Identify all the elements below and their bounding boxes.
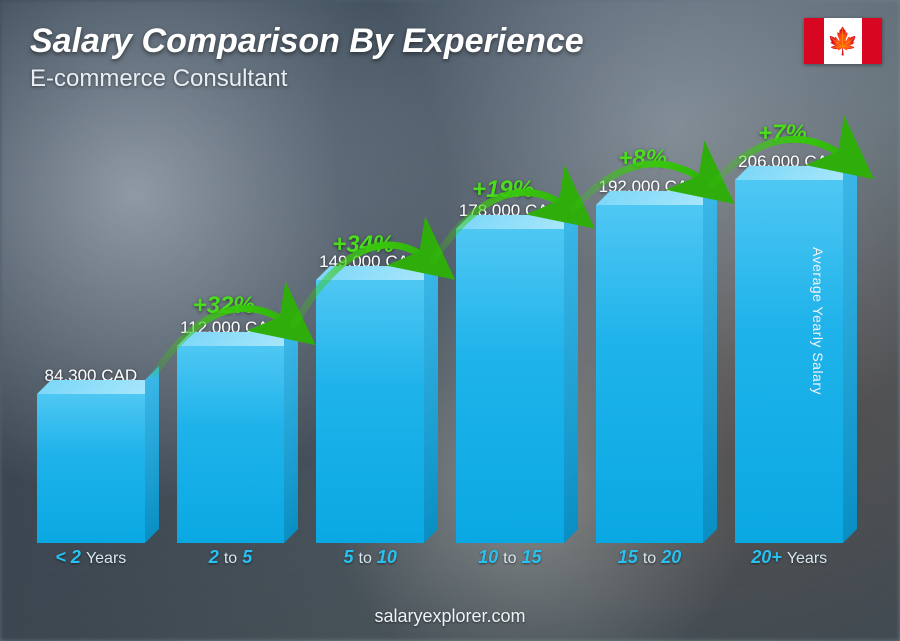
bar bbox=[177, 346, 285, 543]
bar-slot: 112,000 CAD bbox=[170, 318, 292, 543]
x-axis-label: < 2 Years bbox=[30, 547, 152, 571]
footer-credit: salaryexplorer.com bbox=[0, 606, 900, 627]
growth-pct-label: +32% bbox=[193, 292, 255, 320]
growth-pct-label: +8% bbox=[618, 145, 667, 173]
bar-slot: 192,000 CAD bbox=[589, 177, 711, 543]
bar bbox=[37, 394, 145, 543]
flag-band-right bbox=[862, 18, 882, 64]
bar-slot: 149,000 CAD bbox=[309, 252, 431, 543]
bar-top-face bbox=[37, 380, 159, 394]
flag-band-left bbox=[804, 18, 824, 64]
flag-center: 🍁 bbox=[824, 18, 862, 64]
x-axis: < 2 Years 2 to 5 5 to 10 10 to 15 15 to 20 20… bbox=[30, 547, 850, 571]
bar-side-face bbox=[424, 252, 438, 543]
bar-top-face bbox=[456, 215, 578, 229]
infographic-stage: Salary Comparison By Experience E-commer… bbox=[0, 0, 900, 641]
bar-side-face bbox=[843, 152, 857, 543]
bar-front-face bbox=[316, 280, 424, 543]
x-axis-label: 10 to 15 bbox=[449, 547, 571, 571]
bar-chart: 84,300 CAD 112,000 CAD 149,000 CAD 178,0… bbox=[30, 120, 850, 571]
bar-front-face bbox=[735, 180, 843, 543]
x-axis-label: 20+ Years bbox=[728, 547, 850, 571]
y-axis-label: Average Yearly Salary bbox=[810, 247, 826, 395]
bar bbox=[316, 280, 424, 543]
title-block: Salary Comparison By Experience E-commer… bbox=[30, 22, 584, 93]
bar-front-face bbox=[456, 229, 564, 543]
growth-pct-label: +7% bbox=[758, 120, 807, 148]
bar-front-face bbox=[596, 205, 704, 543]
bar bbox=[735, 180, 843, 543]
bar-top-face bbox=[596, 191, 718, 205]
growth-pct-label: +34% bbox=[332, 231, 394, 259]
x-axis-label: 2 to 5 bbox=[170, 547, 292, 571]
bar-slot: 84,300 CAD bbox=[30, 366, 152, 543]
bar-side-face bbox=[564, 201, 578, 543]
x-axis-label: 15 to 20 bbox=[589, 547, 711, 571]
bars-container: 84,300 CAD 112,000 CAD 149,000 CAD 178,0… bbox=[30, 120, 850, 543]
bar-side-face bbox=[145, 366, 159, 543]
bar-side-face bbox=[284, 318, 298, 543]
bar-side-face bbox=[703, 177, 717, 543]
maple-leaf-icon: 🍁 bbox=[827, 28, 859, 54]
bar-slot: 178,000 CAD bbox=[449, 201, 571, 543]
country-flag-canada: 🍁 bbox=[804, 18, 882, 64]
bar bbox=[456, 229, 564, 543]
bar-top-face bbox=[735, 166, 857, 180]
growth-pct-label: +19% bbox=[472, 176, 534, 204]
bar-front-face bbox=[37, 394, 145, 543]
bar-slot: 206,000 CAD bbox=[728, 152, 850, 543]
bar-top-face bbox=[316, 266, 438, 280]
bar bbox=[596, 205, 704, 543]
chart-title: Salary Comparison By Experience bbox=[30, 22, 584, 61]
bar-front-face bbox=[177, 346, 285, 543]
chart-subtitle: E-commerce Consultant bbox=[30, 65, 584, 93]
x-axis-label: 5 to 10 bbox=[309, 547, 431, 571]
bar-top-face bbox=[177, 332, 299, 346]
